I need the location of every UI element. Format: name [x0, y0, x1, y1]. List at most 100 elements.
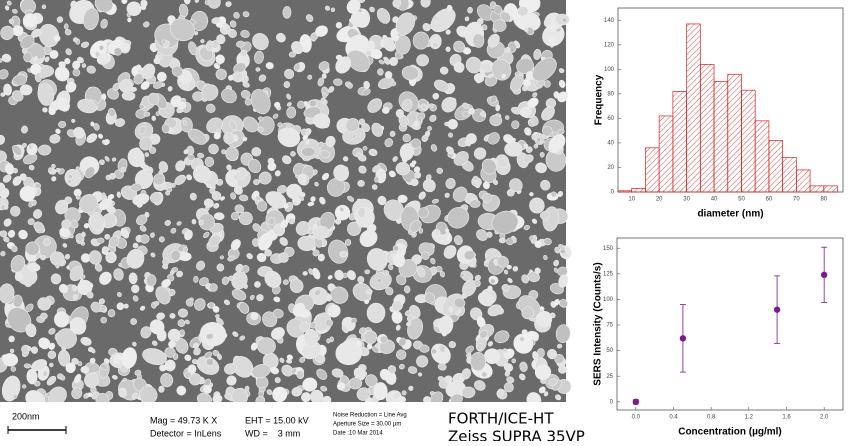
point — [821, 272, 827, 278]
particle — [34, 381, 40, 386]
instrument: Zeiss SUPRA 35VP — [448, 428, 585, 442]
particle — [523, 144, 528, 149]
particle — [357, 341, 362, 346]
particle — [347, 83, 353, 89]
particle — [142, 165, 149, 172]
particle — [9, 336, 15, 342]
particle — [87, 392, 92, 397]
particle — [60, 375, 66, 380]
noise: Noise Reduction = Line Avg — [333, 413, 407, 419]
point — [680, 335, 686, 341]
particle — [192, 219, 196, 224]
particle — [242, 137, 247, 142]
bar — [769, 140, 783, 192]
particle — [259, 387, 266, 393]
particle — [410, 179, 418, 187]
particle — [499, 238, 506, 243]
y-tick-label: 60 — [607, 116, 614, 122]
particle — [179, 330, 184, 336]
particle — [239, 195, 248, 202]
particle — [502, 349, 507, 353]
particle — [540, 152, 544, 157]
particle — [108, 309, 115, 317]
bar — [659, 116, 673, 192]
particle — [367, 303, 385, 323]
point — [774, 306, 780, 312]
particle — [454, 62, 465, 72]
point — [633, 399, 639, 405]
bar — [783, 158, 797, 192]
x-tick-label: 80 — [820, 197, 827, 203]
x-tick-label: 0.0 — [632, 415, 641, 421]
particle — [396, 109, 404, 117]
x-tick-label: 2.0 — [820, 415, 829, 421]
particle — [117, 192, 121, 198]
particle — [357, 180, 364, 187]
particle — [326, 339, 330, 344]
particle — [414, 121, 419, 127]
date: Date :10 Mar 2014 — [333, 431, 383, 437]
particle — [43, 370, 48, 376]
particle — [506, 238, 513, 245]
y-tick-label: 75 — [606, 323, 613, 329]
particle — [388, 365, 396, 374]
x-tick-label: 0.4 — [669, 415, 678, 421]
particle — [68, 180, 72, 184]
y-axis-label: SERS Intensity (Counts/s) — [593, 262, 604, 385]
particle — [68, 174, 72, 179]
particle — [340, 251, 348, 257]
particle — [390, 131, 396, 137]
particle — [169, 313, 175, 319]
page: {"image": {"scale_bar": "200nm", "mag": … — [0, 0, 850, 441]
x-tick-label: 0.8 — [707, 415, 716, 421]
particle — [62, 220, 71, 229]
particle — [283, 6, 292, 18]
bar — [687, 24, 701, 192]
mag: Mag = 49.73 K X — [150, 415, 217, 425]
y-tick-label: 40 — [607, 141, 614, 147]
particle — [365, 270, 370, 274]
particle — [158, 386, 164, 393]
particle — [116, 302, 124, 310]
x-tick-label: 20 — [656, 197, 663, 203]
particle — [283, 81, 290, 88]
particle — [290, 151, 295, 156]
y-tick-label: 25 — [606, 374, 613, 380]
x-tick-label: 70 — [793, 197, 800, 203]
particle — [64, 24, 68, 30]
particle — [91, 122, 94, 126]
particle — [177, 101, 186, 109]
y-axis-label: Frequency — [594, 74, 605, 125]
particle — [383, 270, 389, 275]
y-tick-label: 100 — [603, 297, 614, 303]
particle — [157, 329, 166, 341]
particle — [158, 55, 163, 60]
bar — [755, 121, 769, 192]
y-tick-label: 80 — [607, 91, 614, 97]
x-tick-label: 60 — [766, 197, 773, 203]
particle — [152, 116, 156, 121]
particle — [402, 391, 407, 396]
detector: Detector = InLens — [150, 428, 222, 438]
particle — [49, 363, 53, 367]
x-tick-label: 40 — [711, 197, 718, 203]
particle — [24, 364, 31, 369]
bar — [796, 170, 810, 192]
y-tick-label: 20 — [607, 165, 614, 171]
particle — [35, 72, 42, 82]
x-tick-label: 1.2 — [745, 415, 754, 421]
bar — [618, 191, 632, 192]
particle — [470, 200, 481, 208]
lab: FORTH/ICE-HT — [448, 410, 554, 428]
particle — [416, 54, 429, 66]
bar — [741, 90, 755, 192]
particle — [256, 67, 261, 71]
particle — [162, 40, 166, 44]
particle — [146, 274, 156, 286]
particle — [23, 52, 32, 62]
bar — [645, 148, 659, 192]
particle — [429, 104, 434, 108]
particle — [301, 147, 315, 157]
particle — [236, 41, 245, 48]
particle — [253, 179, 260, 185]
